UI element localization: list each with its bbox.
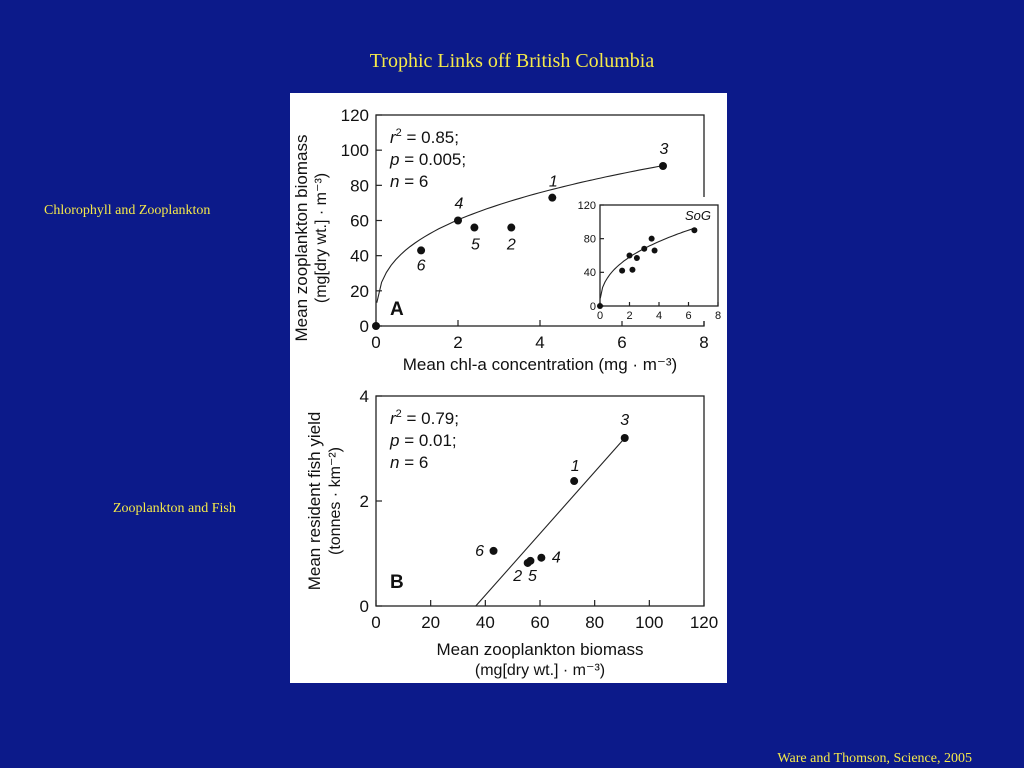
panel-a-stat-n: n = 6 [390,172,428,191]
inset-point [651,247,658,254]
label-zooplankton-fish: Zooplankton and Fish [113,501,236,516]
panel-b-label: B [390,572,404,593]
inset-y-tick-label: 120 [578,200,596,212]
panel-a-point-label: 2 [506,237,516,254]
panel-b-point-label: 5 [528,568,537,585]
panel-a-label: A [390,299,404,320]
inset-point [629,266,636,273]
panel-a-point-label: 3 [660,141,669,158]
panel-a-point-label: 1 [549,174,558,191]
panel-b-fit-line [475,437,626,607]
panel-b-x-tick-label: 60 [531,613,550,632]
inset-x-tick-label: 6 [685,310,691,322]
panel-b-y-axis-label-1: Mean resident fish yield [305,412,324,591]
panel-b-point-label: 2 [512,568,522,585]
panel-a-y-tick-label: 80 [350,176,369,195]
panel-b-point-label: 3 [620,412,629,429]
panel-a-point [659,161,667,170]
inset-point [597,303,603,309]
panel-b-y-axis-label-2: (tonnes · km⁻²) [327,447,344,555]
panel-b-point [570,477,579,486]
panel-a-y-tick-label: 60 [350,211,369,230]
panel-a-y-tick-label: 0 [360,317,369,336]
label-chlorophyll-zooplankton: Chlorophyll and Zooplankton [44,203,211,218]
panel-b-y-tick-label: 0 [360,597,369,616]
slide-title: Trophic Links off British Columbia [369,50,655,72]
inset-y-tick-label: 40 [584,267,596,279]
panel-b-x-tick-label: 100 [635,613,663,632]
panel-b-x-tick-label: 0 [371,613,380,632]
panel-a-y-axis-label-1: Mean zooplankton biomass [292,135,311,342]
panel-a-x-tick-label: 6 [617,333,626,352]
panel-a-x-tick-label: 8 [699,333,708,352]
panel-a-x-tick-label: 2 [453,333,462,352]
inset-x-tick-label: 8 [715,310,721,322]
inset-point [691,227,698,234]
panel-a-x-tick-label: 4 [535,333,544,352]
inset-y-tick-label: 80 [584,234,596,246]
panel-b-stat-n: n = 6 [390,453,428,472]
inset-point [626,252,633,259]
inset-x-tick-label: 2 [626,310,632,322]
panel-a-point [548,193,557,202]
panel-b-point-label: 4 [552,550,561,567]
citation: Ware and Thomson, Science, 2005 [777,751,972,766]
panel-a-stat-p: p = 0.005; [389,150,466,169]
panel-a-point [454,216,462,225]
panel-b-point [489,546,498,555]
inset-x-tick-label: 0 [597,310,603,322]
panel-a-y-tick-label: 40 [350,247,369,266]
panel-a-x-tick-label: 0 [371,333,380,352]
panel-a-point [470,223,479,232]
panel-a-stat-r: r2 = 0.85; [390,127,459,147]
figure-panel: 0 2 4 6 8 0 20 40 60 80 100 120 6 4 5 2 1 3 r2 = 0.85; p = … [290,93,727,683]
panel-a-x-axis-label: Mean chl-a concentration (mg · m⁻³) [403,355,677,374]
panel-b-x-axis-label-2: (mg[dry wt.] · m⁻³) [475,662,605,679]
panel-a-point-label: 5 [471,237,480,254]
panel-b-point [620,434,629,442]
panel-b-point-label: 6 [475,543,484,560]
panel-b-point [526,556,535,565]
panel-a-y-tick-label: 100 [341,141,369,160]
inset-point [641,245,648,252]
panel-b-stat-p: p = 0.01; [389,431,457,450]
panel-b-y-tick-label: 2 [360,492,369,511]
panel-a-y-tick-label: 120 [341,106,369,125]
panel-a-fit-curve [376,165,664,303]
panel-a-y-tick-label: 20 [350,282,369,301]
inset-fit-curve [599,227,695,299]
inset-x-tick-label: 4 [656,310,662,322]
panel-a-point [372,322,380,330]
panel-b-x-tick-label: 80 [585,613,604,632]
panel-b-point [537,553,546,562]
inset-label: SoG [685,208,711,223]
inset-y-tick-label: 0 [590,301,596,313]
panel-a-y-axis-label-2: (mg[dry wt.] · m⁻³) [313,173,330,303]
panel-a-point [507,223,516,232]
inset-point [633,255,640,262]
panel-a-point-label: 4 [455,196,464,213]
inset-background [590,197,724,321]
panel-b-x-axis-label-1: Mean zooplankton biomass [437,640,644,659]
panel-b-point-label: 1 [571,458,580,475]
panel-b-y-tick-label: 4 [360,387,369,406]
panel-a-point-label: 6 [417,257,426,274]
inset-point [619,267,626,274]
panel-b-x-tick-label: 40 [476,613,495,632]
inset-point [648,235,655,242]
panel-b-x-tick-label: 20 [421,613,440,632]
panel-a-point [417,246,426,255]
panel-b-stat-r: r2 = 0.79; [390,408,459,428]
panel-b-x-tick-label: 120 [690,613,718,632]
